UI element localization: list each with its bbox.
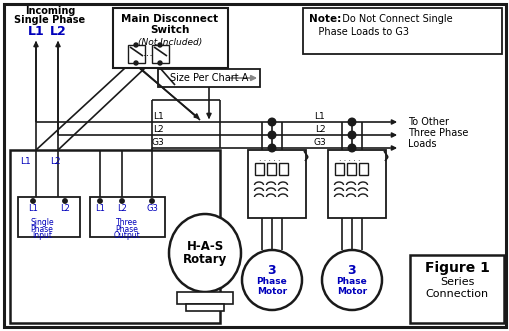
Text: Three Phase: Three Phase	[407, 128, 467, 138]
Text: L2: L2	[314, 124, 325, 133]
Text: Three: Three	[116, 217, 137, 226]
Ellipse shape	[168, 214, 241, 292]
Text: G3: G3	[151, 137, 164, 147]
Text: Phase: Phase	[256, 277, 287, 287]
Text: . . . . .: . . . . .	[259, 154, 280, 163]
Text: Incoming: Incoming	[25, 6, 75, 16]
Text: 3: 3	[267, 264, 276, 277]
Text: Input: Input	[32, 231, 52, 241]
Text: Figure 1: Figure 1	[423, 261, 489, 275]
Text: Motor: Motor	[257, 287, 287, 296]
Circle shape	[120, 199, 124, 203]
Text: 3: 3	[347, 264, 356, 277]
Bar	[128, 45, 145, 63]
Bar	[327, 150, 385, 218]
Bar	[267, 163, 275, 175]
Text: G3: G3	[146, 204, 158, 213]
Text: Phase: Phase	[336, 277, 366, 287]
Text: L1: L1	[95, 204, 105, 213]
Text: Phase: Phase	[116, 224, 138, 233]
Text: L2: L2	[49, 157, 60, 166]
Text: L2: L2	[60, 204, 70, 213]
Circle shape	[268, 131, 275, 139]
Circle shape	[321, 250, 381, 310]
Text: Motor: Motor	[336, 287, 366, 296]
Bar	[409, 255, 503, 323]
Text: G3: G3	[313, 137, 326, 147]
Text: L1: L1	[152, 112, 163, 120]
Text: (Not Included): (Not Included)	[137, 37, 202, 46]
Circle shape	[268, 118, 275, 126]
Text: Single: Single	[30, 217, 54, 226]
Text: L2: L2	[49, 24, 66, 37]
Circle shape	[268, 144, 275, 152]
Circle shape	[98, 199, 102, 203]
Circle shape	[348, 131, 355, 139]
Bar	[346, 163, 355, 175]
Text: Connection: Connection	[425, 289, 488, 299]
Text: Switch: Switch	[150, 25, 189, 35]
Circle shape	[63, 199, 67, 203]
Bar	[358, 163, 367, 175]
Bar	[10, 150, 219, 323]
Text: L1: L1	[19, 157, 31, 166]
Text: L2: L2	[117, 204, 127, 213]
Bar	[113, 8, 228, 68]
Text: ...: ...	[143, 48, 153, 58]
Text: Phase Loads to G3: Phase Loads to G3	[308, 27, 408, 37]
Text: To Other: To Other	[407, 117, 448, 127]
Circle shape	[348, 118, 355, 126]
Text: L1: L1	[314, 112, 325, 120]
Text: Phase: Phase	[31, 224, 53, 233]
Circle shape	[158, 43, 162, 47]
Text: Series: Series	[439, 277, 473, 287]
Circle shape	[348, 144, 355, 152]
Text: Note:: Note:	[308, 14, 341, 24]
Text: L2: L2	[152, 124, 163, 133]
Text: Single Phase: Single Phase	[14, 15, 86, 25]
Bar	[177, 292, 233, 304]
Bar	[334, 163, 344, 175]
Circle shape	[134, 43, 138, 47]
Text: Size Per Chart A: Size Per Chart A	[169, 73, 248, 83]
Bar	[186, 304, 223, 311]
Text: Rotary: Rotary	[183, 253, 227, 265]
Text: Main Disconnect: Main Disconnect	[121, 14, 218, 24]
Text: L1: L1	[27, 24, 44, 37]
Bar	[247, 150, 305, 218]
Circle shape	[31, 199, 35, 203]
Text: H-A-S: H-A-S	[186, 241, 223, 254]
Bar	[158, 69, 260, 87]
Circle shape	[134, 61, 138, 65]
Text: Loads: Loads	[407, 139, 436, 149]
Bar	[254, 163, 264, 175]
Bar	[278, 163, 288, 175]
Text: Do Not Connect Single: Do Not Connect Single	[335, 14, 452, 24]
Text: . . . . .: . . . . .	[338, 154, 360, 163]
Text: Output: Output	[114, 231, 140, 241]
Bar	[302, 8, 501, 54]
Circle shape	[150, 199, 154, 203]
Circle shape	[158, 61, 162, 65]
Bar	[152, 45, 168, 63]
Text: L1: L1	[28, 204, 38, 213]
Bar	[18, 197, 80, 237]
Bar	[90, 197, 165, 237]
Circle shape	[242, 250, 301, 310]
